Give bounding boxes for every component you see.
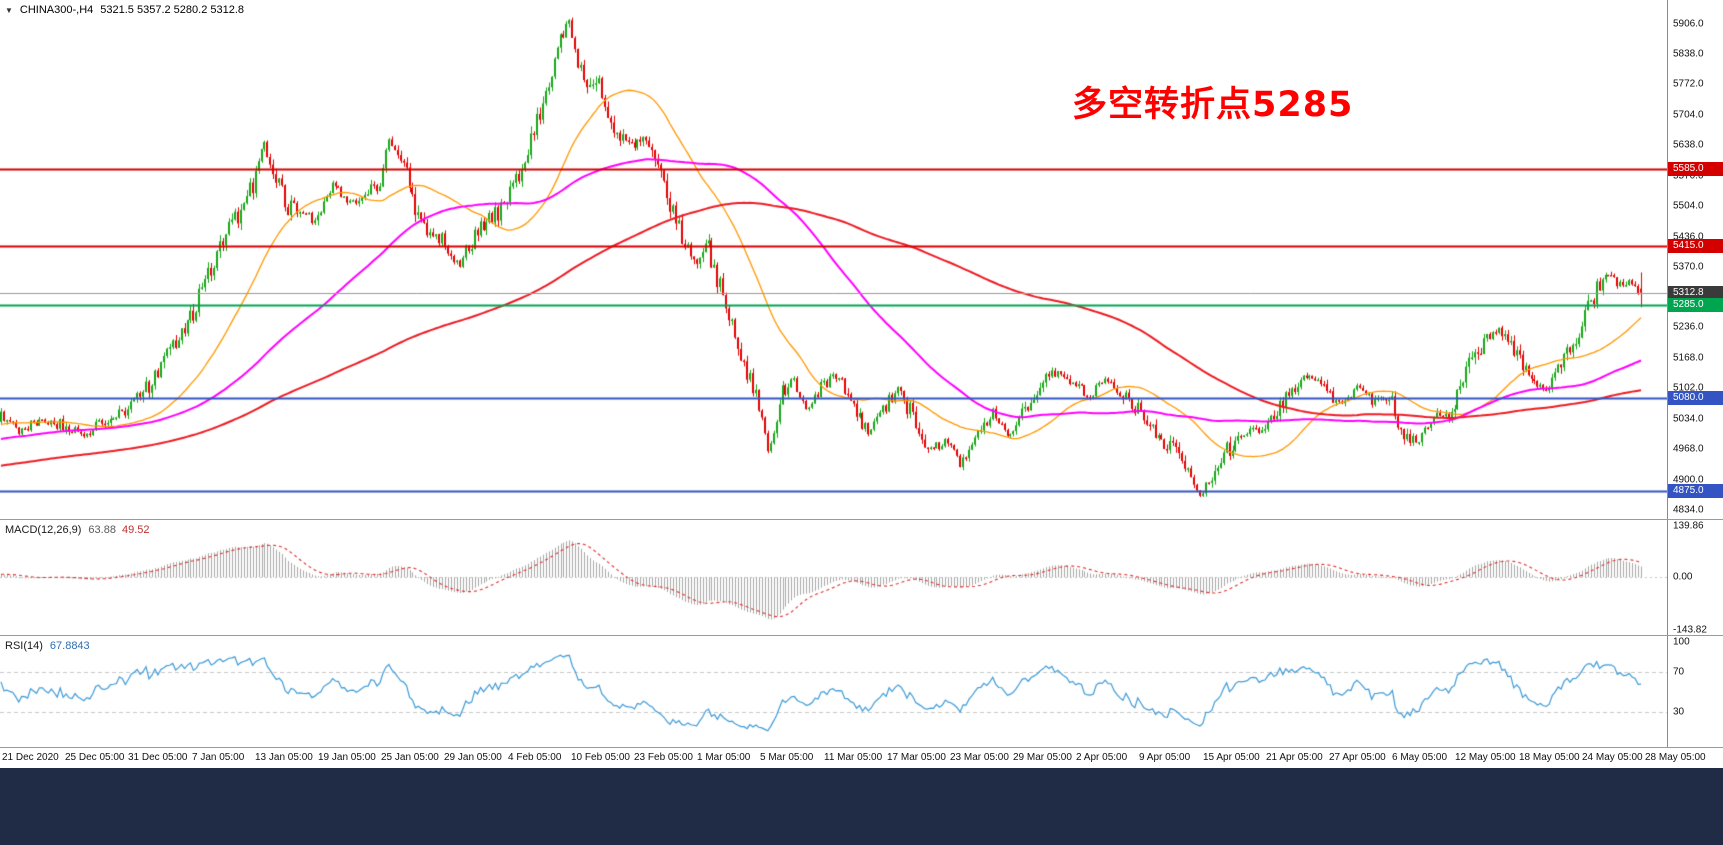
macd-main-value: 63.88 bbox=[88, 524, 116, 536]
rsi-axis-tick: 100 bbox=[1673, 636, 1690, 648]
symbol-dropdown-icon[interactable]: ▼ bbox=[5, 5, 13, 15]
price-axis-tick: 5168.0 bbox=[1673, 352, 1704, 364]
price-axis-tick: 5638.0 bbox=[1673, 139, 1704, 151]
price-axis-tick: 5838.0 bbox=[1673, 48, 1704, 60]
time-axis-label: 25 Jan 05:00 bbox=[381, 752, 439, 763]
macd-name: MACD(12,26,9) bbox=[5, 524, 82, 536]
time-axis-label: 1 Mar 05:00 bbox=[697, 752, 751, 763]
price-axis-tick: 4900.0 bbox=[1673, 474, 1704, 486]
time-axis-label: 13 Jan 05:00 bbox=[255, 752, 313, 763]
time-axis-label: 4 Feb 05:00 bbox=[508, 752, 562, 763]
rsi-name: RSI(14) bbox=[5, 640, 43, 652]
main-macd-separator[interactable] bbox=[0, 519, 1723, 520]
price-axis-tick: 5236.0 bbox=[1673, 321, 1704, 333]
candlestick-chart[interactable] bbox=[0, 0, 1667, 748]
price-axis-tick: 5772.0 bbox=[1673, 78, 1704, 90]
price-badge-5312-8: 5312.8 bbox=[1668, 285, 1723, 300]
time-axis-label: 6 May 05:00 bbox=[1392, 752, 1448, 763]
price-badge-5285-0: 5285.0 bbox=[1668, 298, 1723, 313]
time-axis-label: 29 Jan 05:00 bbox=[444, 752, 502, 763]
price-axis-tick: 4968.0 bbox=[1673, 443, 1704, 455]
time-axis-label: 12 May 05:00 bbox=[1455, 752, 1516, 763]
macd-signal-value: 49.52 bbox=[121, 524, 150, 536]
time-axis-label: 17 Mar 05:00 bbox=[887, 752, 946, 763]
macd-indicator-label: MACD(12,26,9) 63.88 49.52 bbox=[5, 524, 149, 536]
time-axis-label: 7 Jan 05:00 bbox=[192, 752, 245, 763]
price-badge-5415-0: 5415.0 bbox=[1668, 239, 1723, 254]
time-axis-label: 24 May 05:00 bbox=[1582, 752, 1643, 763]
price-axis-tick: 5370.0 bbox=[1673, 261, 1704, 273]
chart-annotation-text[interactable]: 多空转折点5285 bbox=[1072, 85, 1354, 125]
price-axis-tick: 5906.0 bbox=[1673, 18, 1704, 30]
time-axis-label: 9 Apr 05:00 bbox=[1139, 752, 1191, 763]
time-axis-label: 19 Jan 05:00 bbox=[318, 752, 376, 763]
price-axis-tick: 5504.0 bbox=[1673, 200, 1704, 212]
rsi-value: 67.8843 bbox=[49, 640, 90, 652]
rsi-axis-tick: 30 bbox=[1673, 706, 1685, 718]
time-axis-label: 21 Dec 2020 bbox=[2, 752, 59, 763]
macd-rsi-separator[interactable] bbox=[0, 635, 1723, 636]
time-axis-label: 28 May 05:00 bbox=[1645, 752, 1706, 763]
price-axis-tick: 5704.0 bbox=[1673, 109, 1704, 121]
rsi-indicator-label: RSI(14) 67.8843 bbox=[5, 640, 90, 652]
time-axis-label: 10 Feb 05:00 bbox=[571, 752, 630, 763]
rsi-timeaxis-separator bbox=[0, 747, 1723, 748]
time-axis-label: 5 Mar 05:00 bbox=[760, 752, 814, 763]
rsi-axis-tick: 70 bbox=[1673, 666, 1685, 678]
price-badge-5585-0: 5585.0 bbox=[1668, 162, 1723, 177]
time-axis-label: 23 Feb 05:00 bbox=[634, 752, 693, 763]
time-axis-label: 18 May 05:00 bbox=[1519, 752, 1580, 763]
time-axis-label: 15 Apr 05:00 bbox=[1203, 752, 1260, 763]
price-axis[interactable]: 5906.05838.05772.05704.05638.05570.05504… bbox=[1667, 0, 1723, 748]
price-axis-tick: 5034.0 bbox=[1673, 413, 1704, 425]
time-axis[interactable]: 21 Dec 2020 25 Dec 05:00 31 Dec 05:00 7 Jan… bbox=[0, 748, 1723, 768]
ohlc-values: 5321.5 5357.2 5280.2 5312.8 bbox=[100, 4, 245, 16]
price-badge-4875-0: 4875.0 bbox=[1668, 483, 1723, 498]
time-axis-label: 31 Dec 05:00 bbox=[128, 752, 188, 763]
price-axis-tick: 4834.0 bbox=[1673, 504, 1704, 516]
time-axis-label: 23 Mar 05:00 bbox=[950, 752, 1009, 763]
time-axis-label: 29 Mar 05:00 bbox=[1013, 752, 1072, 763]
time-axis-label: 21 Apr 05:00 bbox=[1266, 752, 1323, 763]
symbol-timeframe-label: CHINA300-,H4 bbox=[19, 4, 94, 16]
macd-axis-tick: 139.86 bbox=[1673, 520, 1704, 532]
bottom-dark-strip bbox=[0, 768, 1723, 845]
time-axis-label: 11 Mar 05:00 bbox=[824, 752, 883, 763]
macd-axis-tick: 0.00 bbox=[1673, 571, 1693, 583]
time-axis-label: 27 Apr 05:00 bbox=[1329, 752, 1386, 763]
price-axis-tick: 5102.0 bbox=[1673, 382, 1704, 394]
time-axis-label: 25 Dec 05:00 bbox=[65, 752, 125, 763]
price-badge-5080-0: 5080.0 bbox=[1668, 391, 1723, 406]
price-axis-tick: 5436.0 bbox=[1673, 231, 1704, 243]
symbol-ohlc-readout: ▼ CHINA300-,H4 5321.5 5357.2 5280.2 5312… bbox=[5, 4, 244, 16]
time-axis-label: 2 Apr 05:00 bbox=[1076, 752, 1128, 763]
macd-axis-tick: -143.82 bbox=[1673, 624, 1707, 636]
